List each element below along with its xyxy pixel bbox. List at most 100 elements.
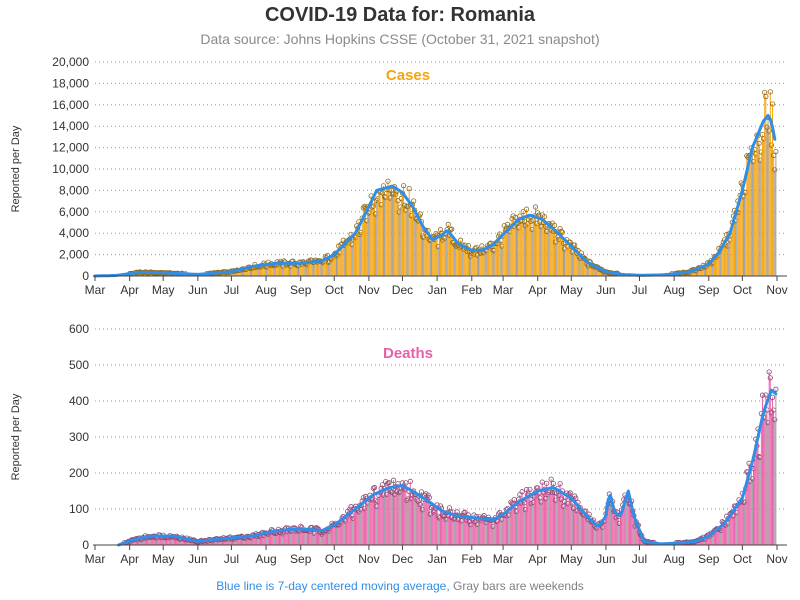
daily-bar (313, 262, 315, 276)
daily-bar (306, 264, 308, 276)
chart-subtitle: Data source: Johns Hopkins CSSE (October… (200, 31, 600, 47)
daily-bar (744, 192, 746, 276)
daily-bar (432, 505, 434, 545)
daily-bar (546, 483, 548, 545)
daily-bar (758, 456, 760, 545)
daily-bar (266, 533, 268, 545)
daily-bar (349, 509, 351, 545)
daily-bar (765, 394, 767, 545)
daily-bar (370, 498, 372, 545)
daily-bar (214, 539, 216, 545)
daily-bar (517, 503, 519, 545)
daily-bar (753, 161, 754, 276)
daily-bar (729, 240, 731, 276)
daily-bar (244, 268, 246, 276)
daily-bar (404, 489, 406, 545)
daily-bar (731, 222, 733, 276)
daily-bar (265, 533, 267, 545)
daily-bar (417, 501, 419, 545)
daily-bar (385, 481, 387, 545)
daily-bar (617, 516, 619, 545)
daily-bar (497, 521, 498, 545)
daily-bar (287, 528, 289, 545)
daily-bar (279, 532, 280, 545)
daily-bar (727, 523, 729, 545)
x-tick-label: Jul (632, 552, 647, 566)
daily-bar (254, 264, 256, 276)
daily-bar (389, 197, 391, 276)
daily-bar (426, 236, 428, 276)
daily-bar (530, 503, 532, 545)
daily-bar (498, 236, 500, 276)
daily-bar (282, 266, 284, 276)
daily-bar (236, 270, 238, 276)
daily-bar (749, 481, 751, 545)
daily-bar (680, 273, 682, 276)
daily-bar (246, 536, 248, 545)
daily-point (763, 392, 769, 398)
y-tick-label: 20,000 (52, 55, 89, 69)
daily-bar (507, 224, 509, 276)
daily-bar (379, 492, 381, 545)
daily-bar (420, 221, 422, 276)
x-tick-label: Oct (325, 552, 344, 566)
daily-bar (707, 262, 709, 276)
daily-bar (499, 233, 501, 276)
daily-bar (454, 244, 456, 276)
daily-bar (626, 499, 628, 545)
daily-bar (696, 270, 697, 276)
daily-bar (706, 536, 708, 545)
daily-bar (772, 397, 774, 545)
daily-bar (164, 272, 166, 276)
daily-point (390, 191, 397, 197)
daily-bar (434, 239, 436, 276)
daily-bar (633, 515, 635, 545)
daily-bar (375, 500, 377, 545)
daily-bar (311, 527, 313, 545)
daily-bar (331, 523, 333, 545)
daily-bar (545, 498, 547, 545)
daily-bar (584, 511, 586, 545)
daily-bar (517, 222, 519, 276)
daily-bar (462, 515, 464, 545)
daily-bar (519, 216, 521, 276)
daily-bar (359, 505, 361, 545)
daily-bar (522, 211, 524, 276)
daily-bar (581, 256, 583, 276)
daily-bar (405, 210, 407, 276)
daily-bar (350, 506, 352, 545)
daily-bar (747, 157, 749, 276)
daily-bar (578, 508, 580, 545)
daily-bar (182, 538, 184, 545)
daily-bar (239, 537, 241, 545)
daily-bar (293, 264, 295, 276)
x-tick-label: Aug (255, 552, 276, 566)
daily-bar (321, 534, 323, 545)
daily-bar (409, 204, 411, 276)
daily-bar (419, 214, 421, 276)
daily-bar (530, 221, 532, 276)
daily-bar (443, 237, 445, 276)
daily-bar (363, 206, 365, 276)
daily-bar (247, 267, 249, 276)
daily-bar (285, 527, 287, 545)
daily-bar (328, 531, 330, 545)
daily-bar (171, 536, 173, 545)
x-tick-label: Jul (224, 283, 239, 297)
daily-bar (309, 261, 311, 276)
daily-bar (442, 515, 444, 545)
daily-bar (177, 537, 179, 545)
daily-bar (376, 506, 378, 545)
daily-bar (583, 514, 585, 545)
daily-bar (355, 237, 356, 276)
daily-bar (596, 266, 598, 276)
daily-point (548, 476, 554, 482)
daily-bar (413, 200, 415, 276)
daily-bar (484, 250, 486, 276)
daily-bar (574, 495, 576, 545)
daily-bar (732, 215, 734, 276)
daily-bar (599, 269, 601, 276)
daily-bar (396, 491, 398, 545)
daily-bar (628, 503, 630, 545)
daily-bar (397, 200, 399, 276)
